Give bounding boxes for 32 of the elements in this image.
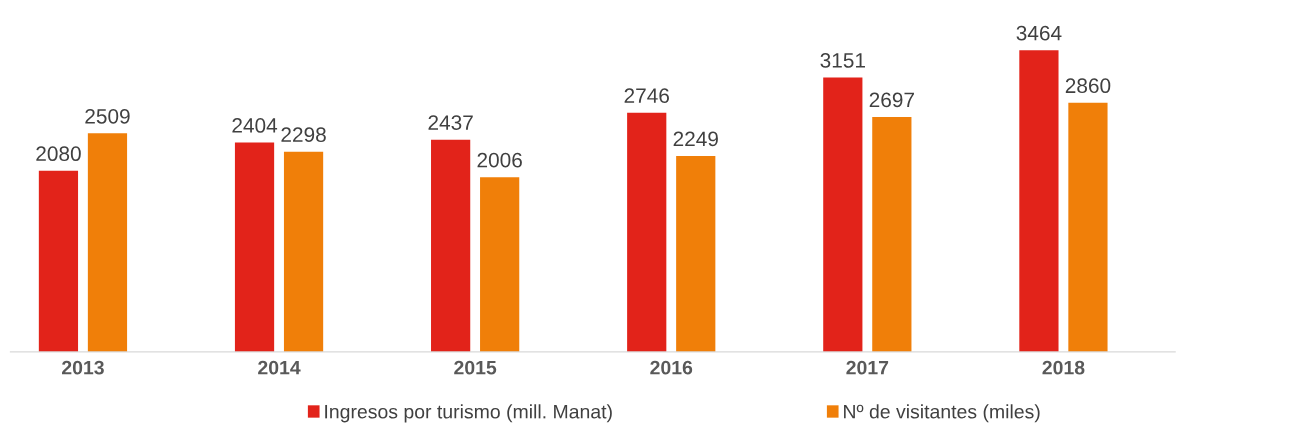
- bar: [1068, 102, 1108, 352]
- bar: [38, 170, 79, 352]
- x-tick-label: 2014: [258, 360, 301, 375]
- bar: [431, 139, 471, 352]
- data-label: 2437: [428, 115, 473, 130]
- data-label: 2509: [85, 108, 130, 124]
- data-label: 2080: [36, 146, 81, 162]
- bar: [627, 112, 667, 352]
- x-tick-label: 2013: [62, 360, 104, 375]
- legend-label: Nº de visitantes (miles): [844, 404, 1040, 423]
- data-label: 2006: [477, 152, 522, 168]
- legend-label: Ingresos por turismo (mill. Manat): [325, 404, 612, 423]
- x-tick-label: 2015: [454, 360, 497, 375]
- data-label: 3151: [820, 53, 865, 68]
- bar: [872, 116, 912, 352]
- bar: [283, 151, 324, 352]
- data-label: 2249: [673, 131, 718, 147]
- x-tick-label: 2017: [846, 360, 889, 375]
- bar: [1019, 50, 1059, 352]
- bar: [234, 142, 275, 352]
- x-tick-label: 2018: [1042, 360, 1085, 375]
- data-label: 3464: [1016, 25, 1062, 41]
- data-label: 2860: [1065, 78, 1111, 94]
- bar: [676, 156, 716, 352]
- data-label: 2697: [869, 92, 914, 108]
- bar: [87, 133, 128, 352]
- bar: [823, 77, 863, 352]
- bar: [480, 177, 520, 352]
- data-label: 2746: [624, 88, 669, 104]
- data-label: 2298: [281, 127, 326, 143]
- data-label: 2404: [232, 118, 278, 133]
- x-tick-label: 2016: [650, 360, 693, 375]
